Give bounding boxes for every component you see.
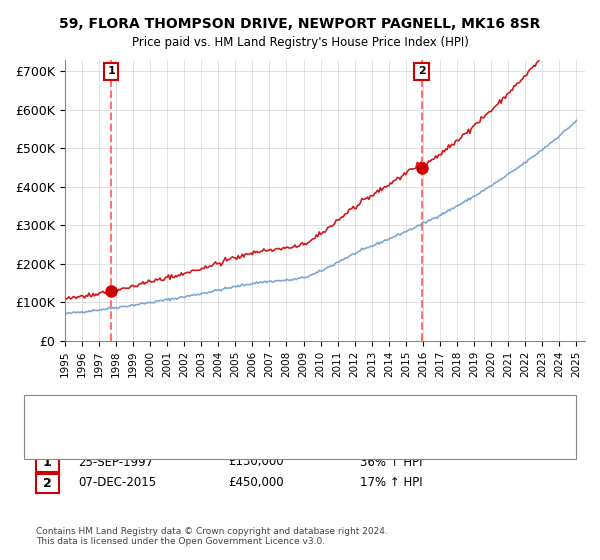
Text: 1: 1 [107, 66, 115, 76]
Text: 07-DEC-2015: 07-DEC-2015 [78, 476, 156, 489]
Text: 1: 1 [43, 456, 52, 469]
Text: Price paid vs. HM Land Registry's House Price Index (HPI): Price paid vs. HM Land Registry's House … [131, 36, 469, 49]
Text: HPI: Average price, detached house, Milton Keynes: HPI: Average price, detached house, Milt… [84, 427, 349, 437]
Text: 59, FLORA THOMPSON DRIVE, NEWPORT PAGNELL, MK16 8SR (detached house): 59, FLORA THOMPSON DRIVE, NEWPORT PAGNEL… [84, 408, 497, 418]
Text: 2: 2 [43, 477, 52, 490]
Text: 36% ↑ HPI: 36% ↑ HPI [360, 455, 422, 469]
Text: Contains HM Land Registry data © Crown copyright and database right 2024.
This d: Contains HM Land Registry data © Crown c… [36, 526, 388, 546]
Text: 25-SEP-1997: 25-SEP-1997 [78, 455, 153, 469]
Text: £450,000: £450,000 [228, 476, 284, 489]
Text: 17% ↑ HPI: 17% ↑ HPI [360, 476, 422, 489]
Text: £130,000: £130,000 [228, 455, 284, 469]
Text: 2: 2 [418, 66, 425, 76]
Text: 59, FLORA THOMPSON DRIVE, NEWPORT PAGNELL, MK16 8SR: 59, FLORA THOMPSON DRIVE, NEWPORT PAGNEL… [59, 17, 541, 31]
